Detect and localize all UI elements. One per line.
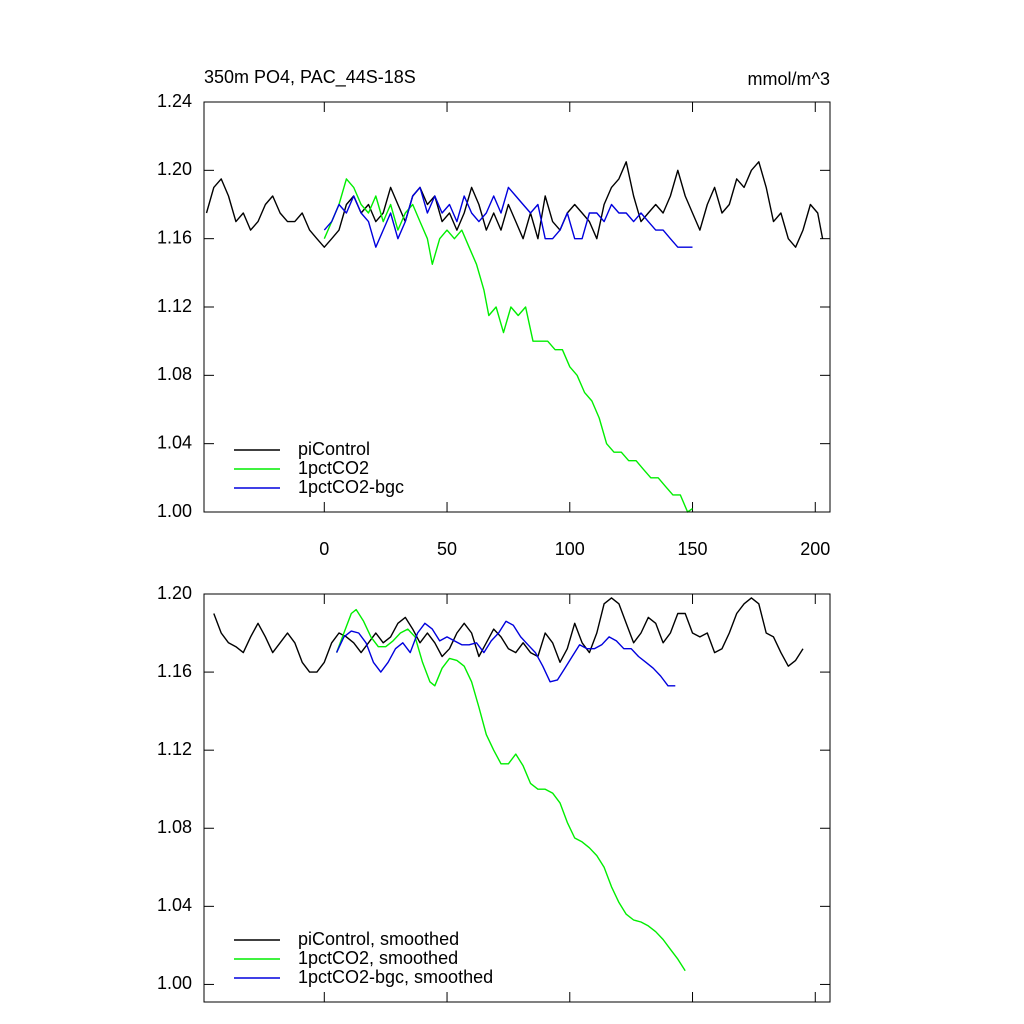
series-line [335, 620, 676, 687]
legend-label: 1pctCO2-bgc, smoothed [298, 967, 493, 987]
y-tick-label: 1.00 [157, 973, 192, 993]
y-tick-label: 1.16 [157, 661, 192, 681]
x-tick-label: 150 [678, 539, 708, 559]
chart-title: 350m PO4, PAC_44S-18S [204, 67, 416, 88]
x-tick-label: 100 [555, 539, 585, 559]
y-tick-label: 1.08 [157, 817, 192, 837]
x-tick-label: 200 [800, 539, 830, 559]
y-tick-label: 1.20 [157, 583, 192, 603]
y-tick-label: 1.04 [157, 895, 192, 915]
series-line [323, 186, 693, 248]
legend-label: 1pctCO2, smoothed [298, 948, 458, 968]
y-tick-label: 1.00 [157, 501, 192, 521]
units-label: mmol/m^3 [748, 69, 830, 89]
y-tick-label: 1.24 [157, 91, 192, 111]
y-tick-label: 1.12 [157, 739, 192, 759]
legend-label: piControl, smoothed [298, 929, 459, 949]
series-line [335, 608, 686, 972]
legend-label: piControl [298, 439, 370, 459]
legend-label: 1pctCO2-bgc [298, 477, 404, 497]
y-tick-label: 1.04 [157, 432, 192, 452]
y-tick-label: 1.12 [157, 296, 192, 316]
plot-frame [203, 101, 831, 513]
series-line [205, 161, 824, 248]
plot-frame [203, 593, 831, 1003]
y-tick-label: 1.16 [157, 227, 192, 247]
x-tick-label: 0 [319, 539, 329, 559]
x-tick-label: 50 [437, 539, 457, 559]
y-tick-label: 1.08 [157, 364, 192, 384]
legend-label: 1pctCO2 [298, 458, 369, 478]
series-line [213, 597, 804, 673]
y-tick-label: 1.20 [157, 159, 192, 179]
series-line [323, 178, 693, 513]
